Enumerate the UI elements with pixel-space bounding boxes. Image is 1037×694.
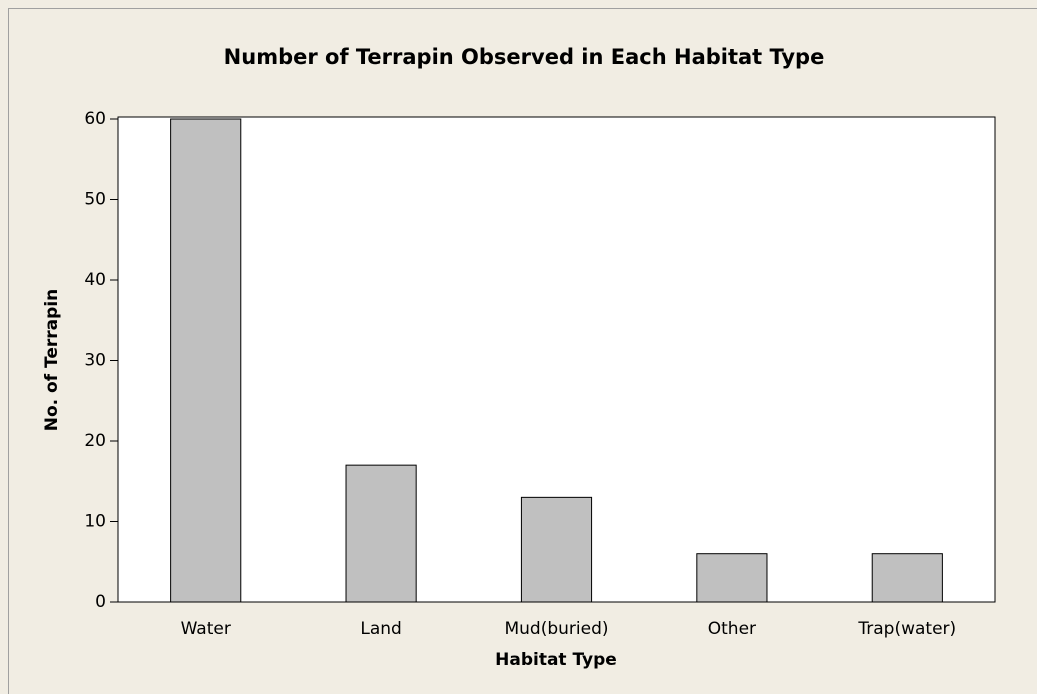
bar [345, 464, 417, 603]
y-axis-label: No. of Terrapin [42, 289, 62, 431]
bar [170, 118, 242, 603]
bar [520, 496, 593, 603]
x-tick-label: Land [360, 619, 401, 639]
y-tick-label: 30 [84, 351, 106, 371]
y-tick-label: 60 [84, 109, 106, 129]
x-tick-label: Trap(water) [857, 619, 956, 639]
y-tick-label: 50 [84, 190, 106, 210]
x-tick-label: Mud(buried) [504, 619, 608, 639]
y-tick-label: 40 [84, 270, 106, 290]
chart-title: Number of Terrapin Observed in Each Habi… [224, 45, 825, 69]
bar [871, 553, 943, 603]
y-tick-label: 0 [95, 592, 106, 612]
x-tick-label: Other [708, 619, 756, 639]
y-tick-label: 10 [84, 512, 106, 532]
outer-border [8, 8, 1037, 694]
x-axis-label: Habitat Type [495, 650, 617, 670]
x-tick-label: Water [181, 619, 231, 639]
y-tick-label: 20 [84, 431, 106, 451]
bar [696, 553, 768, 603]
